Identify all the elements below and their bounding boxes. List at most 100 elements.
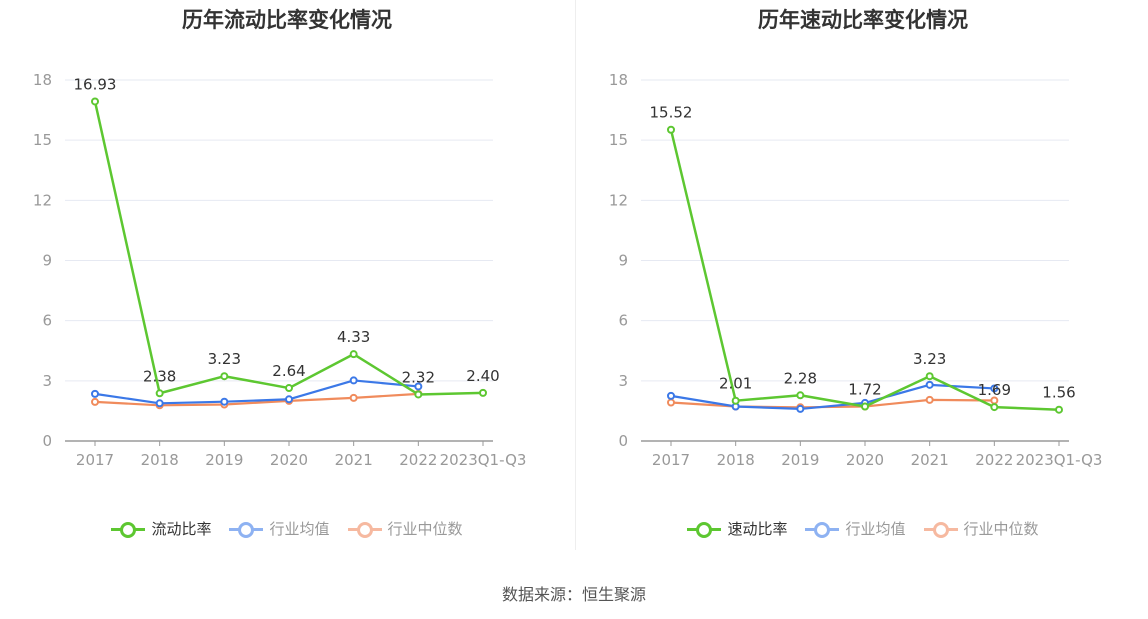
primary-series-point	[796, 391, 805, 400]
x-tick-label: 2018	[141, 451, 179, 469]
legend-line-icon	[111, 521, 146, 538]
industry-average-series-point	[667, 391, 675, 400]
primary-series-point	[731, 396, 740, 405]
primary-series-point	[349, 350, 358, 359]
industry-average-series-point	[414, 382, 423, 391]
y-tick-label: 15	[33, 131, 52, 149]
legend-item-industry-average[interactable]: 行业均值	[805, 518, 906, 539]
data-label: 1.69	[978, 381, 1011, 399]
data-label: 2.40	[466, 367, 499, 385]
legend-item-industry-median[interactable]: 行业中位数	[347, 518, 463, 539]
legend-line-icon	[347, 521, 382, 538]
x-tick-label: 2022	[975, 451, 1013, 469]
industry-median-series-point	[91, 397, 99, 406]
industry-average-series-point	[220, 397, 229, 406]
data-label: 2.28	[784, 369, 817, 387]
primary-series-point	[479, 388, 487, 397]
x-tick-label: 2017	[76, 451, 114, 469]
industry-median-series-point	[925, 395, 934, 404]
x-tick-label: 2019	[205, 451, 243, 469]
y-tick-label: 18	[609, 71, 628, 89]
industry-average-series-point	[91, 389, 99, 398]
legend-item-industry-median[interactable]: 行业中位数	[923, 518, 1039, 539]
industry-average-series-line	[670, 383, 995, 411]
primary-series-line	[669, 129, 1060, 411]
data-label: 2.01	[719, 375, 752, 393]
y-tick-label: 6	[42, 312, 52, 330]
x-tick-label: 2019	[781, 451, 819, 469]
x-tick-label: 2021	[335, 451, 373, 469]
legend-item-primary[interactable]: 流动比率	[111, 518, 211, 539]
quick-ratio-chart: 0 3 6 9 12 15 18 2017 2018 2019 2020 2021 2022 2023Q1…	[609, 71, 1103, 469]
y-tick-label: 6	[618, 312, 628, 330]
industry-average-series-point	[285, 395, 293, 404]
x-tick-label: 2018	[717, 451, 755, 469]
industry-average-series-point	[796, 404, 805, 413]
legend-line-icon	[687, 521, 722, 538]
industry-average-series-line	[94, 379, 419, 405]
y-tick-label: 0	[42, 432, 52, 450]
legend-label: 速动比率	[727, 520, 788, 538]
current-ratio-chart: 0 3 6 9 12 15 18 2017 2018 2019 2020 2021 2022 2023Q1…	[33, 71, 527, 469]
industry-median-series-point	[349, 393, 358, 402]
chart-title: 历年速动比率变化情况	[758, 8, 968, 32]
data-label: 2.38	[143, 367, 176, 385]
primary-series-point	[925, 372, 934, 381]
y-tick-label: 15	[609, 131, 628, 149]
x-tick-label: 2017	[652, 451, 690, 469]
primary-series-point	[220, 372, 229, 381]
primary-series-point	[91, 97, 99, 106]
panel-divider	[575, 0, 576, 550]
y-tick-label: 9	[42, 252, 52, 270]
legend-label: 行业均值	[269, 520, 330, 538]
y-tick-label: 12	[33, 191, 52, 209]
industry-average-series-point	[990, 384, 999, 393]
industry-median-series-point	[667, 398, 675, 407]
data-label: 3.23	[208, 350, 241, 368]
data-label: 16.93	[74, 75, 117, 93]
chart-title: 历年流动比率变化情况	[182, 8, 392, 32]
legend-item-industry-average[interactable]: 行业均值	[229, 518, 330, 539]
primary-series-point	[990, 403, 999, 412]
data-label: 1.72	[848, 381, 881, 399]
data-label: 3.23	[913, 350, 946, 368]
x-tick-label: 2023Q1-Q3	[1016, 451, 1103, 469]
data-label: 15.52	[650, 104, 693, 122]
legend-line-icon	[229, 521, 264, 538]
primary-series-point	[861, 402, 869, 411]
chart-legend: 速动比率 行业均值 行业中位数	[576, 518, 1148, 539]
x-tick-label: 2020	[270, 451, 308, 469]
primary-series-point	[667, 125, 675, 134]
x-tick-label: 2023Q1-Q3	[440, 451, 527, 469]
data-label: 4.33	[337, 328, 370, 346]
chart-legend: 流动比率 行业均值 行业中位数	[0, 518, 574, 539]
data-source-note: 数据来源：恒生聚源	[501, 585, 646, 604]
legend-line-icon	[805, 521, 840, 538]
y-tick-label: 3	[42, 372, 52, 390]
data-label: 2.64	[272, 362, 305, 380]
legend-item-primary[interactable]: 速动比率	[687, 518, 787, 539]
x-tick-label: 2022	[399, 451, 437, 469]
legend-label: 流动比率	[151, 520, 212, 538]
y-tick-label: 3	[618, 372, 628, 390]
industry-average-series-point	[925, 380, 934, 389]
legend-label: 行业均值	[845, 520, 906, 538]
legend-line-icon	[923, 521, 958, 538]
quick-ratio-panel: 历年速动比率变化情况 0 3 6 9 12 15 18 2017 2018 2019 2020 202…	[576, 0, 1148, 560]
current-ratio-panel: 历年流动比率变化情况 0 3 6 9 12 15 18 2017 2018 2019 2020 202…	[0, 0, 574, 560]
primary-series-point	[1055, 405, 1063, 414]
primary-series-line	[93, 101, 484, 396]
y-tick-label: 12	[609, 191, 628, 209]
data-label: 2.32	[402, 368, 435, 386]
y-tick-label: 0	[618, 432, 628, 450]
x-tick-label: 2020	[846, 451, 884, 469]
legend-label: 行业中位数	[387, 520, 463, 538]
data-label: 1.56	[1042, 384, 1075, 402]
primary-series-point	[414, 390, 423, 399]
legend-label: 行业中位数	[963, 520, 1039, 538]
y-tick-label: 9	[618, 252, 628, 270]
industry-average-series-point	[155, 399, 164, 408]
primary-series-point	[285, 384, 293, 393]
x-tick-label: 2021	[911, 451, 949, 469]
industry-average-series-point	[349, 376, 358, 385]
